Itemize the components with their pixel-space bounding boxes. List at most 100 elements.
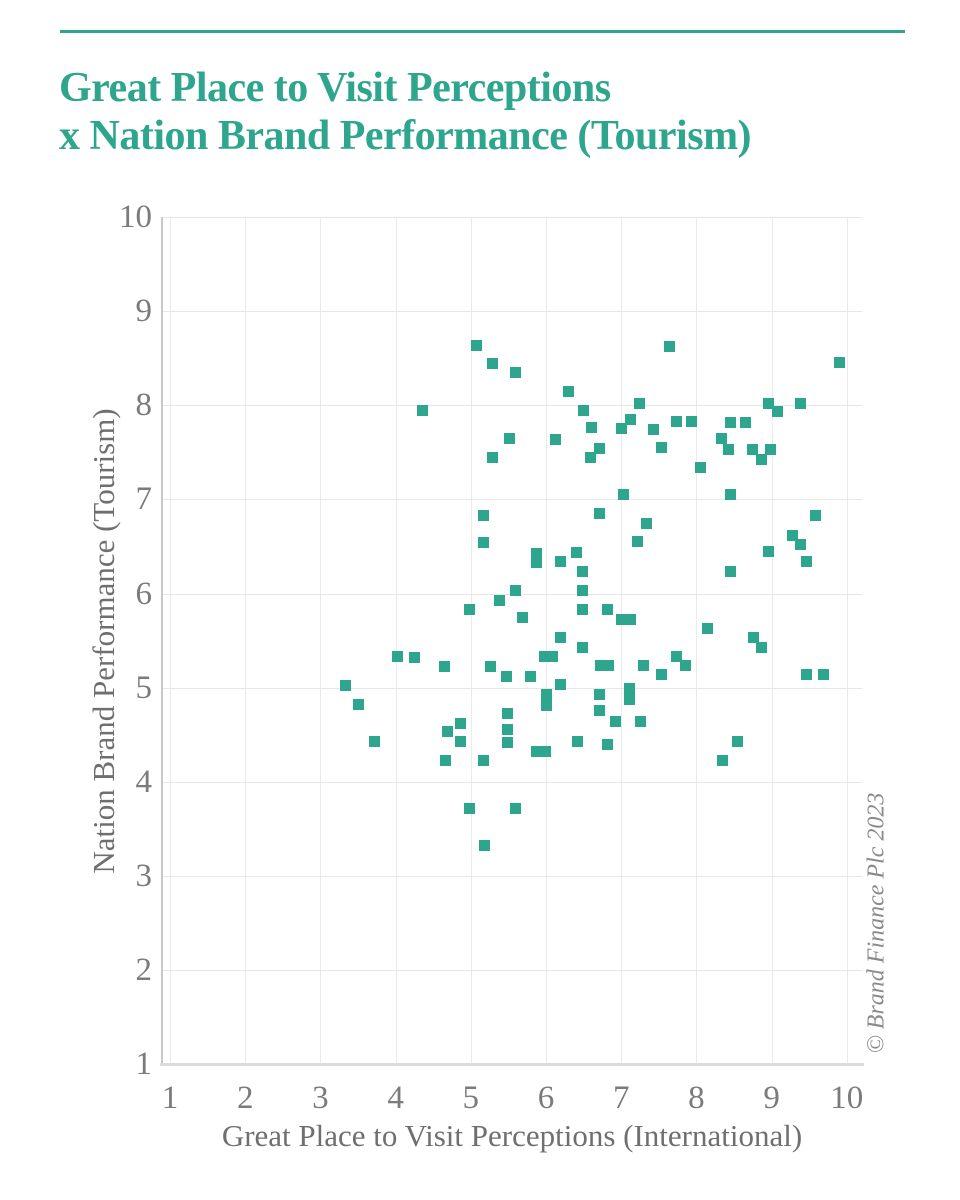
x-tick-label: 9 xyxy=(763,1080,780,1116)
y-tick-label: 10 xyxy=(119,199,152,236)
x-gridline xyxy=(170,217,171,1064)
data-point xyxy=(538,651,550,663)
data-point xyxy=(602,738,614,750)
data-point xyxy=(638,660,650,672)
data-point xyxy=(593,688,605,700)
data-point xyxy=(663,341,675,353)
data-point xyxy=(585,422,597,434)
data-point xyxy=(817,668,829,680)
y-gridline xyxy=(162,969,862,971)
data-point xyxy=(725,489,737,501)
data-point xyxy=(578,405,590,417)
data-point xyxy=(833,357,845,369)
data-point xyxy=(502,708,514,720)
data-point xyxy=(772,406,784,418)
data-point xyxy=(577,585,589,597)
page-title-line2: x Nation Brand Performance (Tourism) xyxy=(59,113,752,159)
data-point xyxy=(617,489,629,501)
data-point xyxy=(454,717,466,729)
y-gridline xyxy=(162,875,862,877)
page-title-line1: Great Place to Visit Perceptions xyxy=(59,65,611,111)
y-gridline xyxy=(162,687,862,689)
data-point xyxy=(763,397,775,409)
data-point xyxy=(531,556,543,568)
data-point xyxy=(493,594,505,606)
data-point xyxy=(577,603,589,615)
data-point xyxy=(471,339,483,351)
x-axis-line xyxy=(160,1063,864,1066)
data-point xyxy=(716,432,728,444)
data-point xyxy=(554,556,566,567)
x-tick-label: 3 xyxy=(312,1080,329,1116)
data-point xyxy=(510,366,522,378)
data-point xyxy=(478,755,490,767)
data-point xyxy=(610,715,622,727)
data-point xyxy=(577,641,589,653)
x-gridline xyxy=(696,217,698,1064)
top-rule xyxy=(60,30,905,33)
y-gridline xyxy=(162,499,862,501)
y-tick-label: 2 xyxy=(135,951,153,988)
data-point xyxy=(438,661,450,673)
y-gridline xyxy=(162,405,862,407)
data-point xyxy=(503,432,515,444)
y-tick-label: 3 xyxy=(135,857,153,894)
data-point xyxy=(756,454,768,466)
x-gridline xyxy=(470,217,472,1064)
x-tick-label: 10 xyxy=(830,1080,864,1116)
data-point xyxy=(624,614,636,626)
data-point xyxy=(648,424,660,436)
x-gridline xyxy=(245,217,247,1064)
data-point xyxy=(463,603,475,615)
data-point xyxy=(594,660,606,672)
data-point xyxy=(748,632,760,644)
y-gridline xyxy=(162,217,862,219)
data-point xyxy=(723,444,735,456)
data-point xyxy=(440,755,452,767)
x-gridline xyxy=(320,217,322,1064)
page-title: Great Place to Visit Perceptions x Nation… xyxy=(59,64,752,160)
data-point xyxy=(656,668,668,680)
data-point xyxy=(634,715,646,727)
data-point xyxy=(484,661,496,673)
data-point xyxy=(625,413,637,425)
data-point xyxy=(554,679,566,691)
data-point xyxy=(810,509,822,521)
data-point xyxy=(593,508,605,519)
data-point xyxy=(571,546,583,558)
x-gridline xyxy=(621,217,623,1064)
data-point xyxy=(756,641,768,653)
data-point xyxy=(747,444,759,456)
data-point xyxy=(787,529,799,541)
data-point xyxy=(509,585,521,597)
data-point xyxy=(369,735,381,747)
data-point xyxy=(623,694,635,706)
data-point xyxy=(501,670,513,682)
data-point xyxy=(572,735,584,747)
x-axis-title: Great Place to Visit Perceptions (Intern… xyxy=(221,1118,803,1153)
y-gridline xyxy=(162,311,862,313)
y-axis-title: Nation Brand Performance (Tourism) xyxy=(86,407,121,874)
data-point xyxy=(671,415,683,427)
data-point xyxy=(794,539,806,551)
data-point xyxy=(717,754,729,766)
data-point xyxy=(602,603,614,615)
y-tick-label: 9 xyxy=(135,293,153,330)
data-point xyxy=(463,803,475,815)
data-point xyxy=(540,688,552,700)
data-point xyxy=(487,452,499,464)
x-tick-label: 1 xyxy=(161,1080,179,1116)
data-point xyxy=(392,651,404,663)
data-point xyxy=(478,509,490,521)
data-point xyxy=(339,680,351,692)
x-tick-label: 5 xyxy=(462,1080,480,1116)
data-point xyxy=(702,622,714,634)
data-point xyxy=(454,735,466,747)
data-point xyxy=(502,723,514,735)
data-point xyxy=(794,397,806,409)
data-point xyxy=(632,536,644,548)
data-point xyxy=(353,699,365,711)
data-point xyxy=(739,416,751,428)
data-point xyxy=(801,668,813,680)
